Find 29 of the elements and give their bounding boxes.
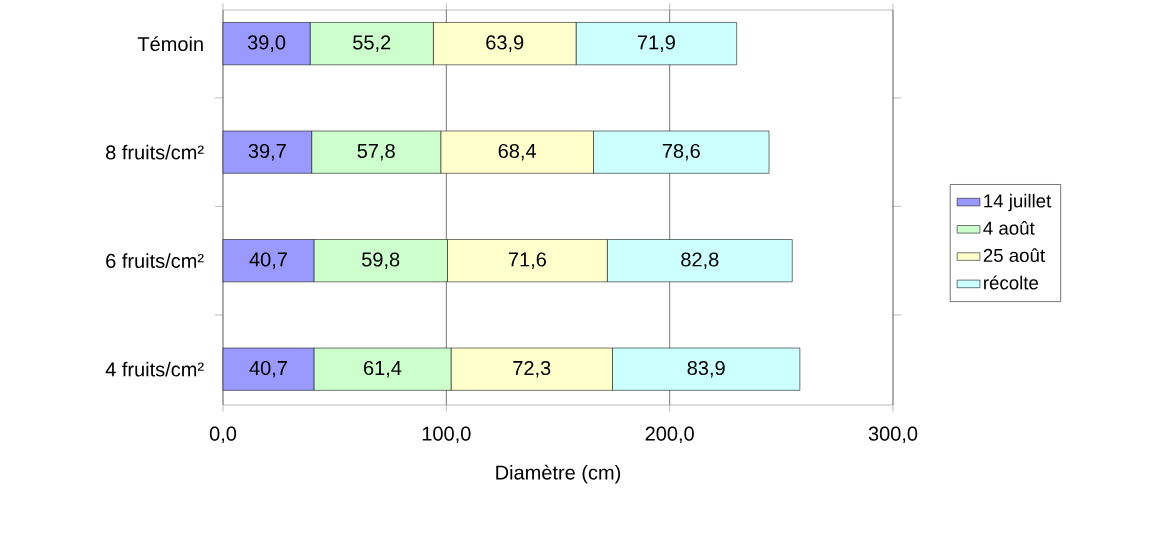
data-label: 63,9 [486,35,524,52]
data-label: 40,7 [249,360,287,378]
y-tick-label: 6 fruits/cm² [106,253,204,268]
data-label: 61,4 [364,360,402,378]
data-label: 57,8 [357,143,395,161]
data-label: 39,7 [248,143,286,161]
data-label: 78,6 [662,143,700,161]
data-label: 40,7 [249,252,287,269]
x-tick-label: 0,0 [209,426,237,444]
data-label: 68,4 [498,143,537,161]
legend-label: 4 août [983,221,1035,235]
data-label: 55,2 [353,35,391,52]
data-label: 83,9 [687,360,725,378]
legend-label: récolte [984,275,1039,290]
x-tick-label: 300,0 [868,426,918,444]
y-tick-label: 4 fruits/cm² [105,361,204,377]
y-tick-label: Témoin [137,36,203,52]
legend-label: 14 juillet [984,193,1052,212]
x-tick-label: 200,0 [645,426,694,444]
data-label: 71,6 [508,252,546,269]
x-tick-label: 100,0 [422,426,471,444]
data-label: 59,8 [362,252,400,269]
x-axis-title: Diamètre (cm) [496,464,621,484]
legend-label: 25 août [983,248,1045,263]
data-label: 71,9 [637,35,675,52]
y-tick-label: 8 fruits/cm² [106,144,204,160]
data-label: 82,8 [681,252,719,269]
data-label: 39,0 [247,35,286,52]
data-label: 72,3 [513,360,551,378]
